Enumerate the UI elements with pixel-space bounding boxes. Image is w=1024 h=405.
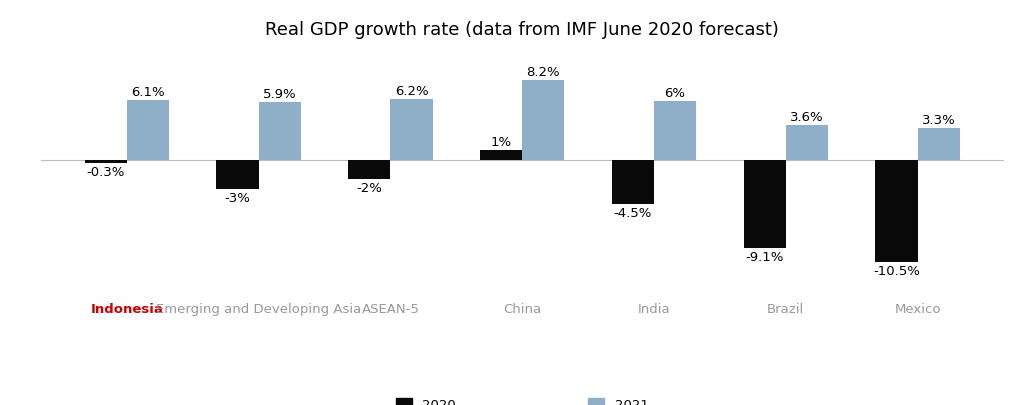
Text: -4.5%: -4.5% [613, 206, 652, 219]
Text: 8.2%: 8.2% [526, 66, 560, 79]
Bar [390, 100, 432, 160]
Text: -0.3%: -0.3% [87, 165, 125, 178]
Text: 1%: 1% [490, 136, 512, 149]
Bar [259, 103, 301, 160]
Bar [348, 160, 390, 180]
Legend: 2020, 2021: 2020, 2021 [396, 398, 648, 405]
Text: 3.6%: 3.6% [791, 111, 823, 124]
Text: 5.9%: 5.9% [263, 88, 297, 101]
Bar [654, 102, 696, 160]
Bar [127, 101, 169, 160]
Text: -9.1%: -9.1% [745, 251, 784, 264]
Text: 3.3%: 3.3% [922, 113, 955, 126]
Bar [918, 128, 959, 160]
Bar [216, 160, 259, 190]
Text: -2%: -2% [356, 182, 382, 195]
Bar [876, 160, 918, 262]
Bar [480, 151, 522, 160]
Text: -10.5%: -10.5% [873, 264, 920, 277]
Bar [522, 81, 564, 160]
Bar [612, 160, 654, 204]
Bar [743, 160, 785, 249]
Text: -3%: -3% [224, 192, 251, 205]
Text: 6.1%: 6.1% [131, 86, 165, 99]
Bar [785, 126, 828, 160]
Text: 6%: 6% [665, 87, 686, 100]
Title: Real GDP growth rate (data from IMF June 2020 forecast): Real GDP growth rate (data from IMF June… [265, 21, 779, 39]
Bar [85, 160, 127, 163]
Text: 6.2%: 6.2% [394, 85, 428, 98]
